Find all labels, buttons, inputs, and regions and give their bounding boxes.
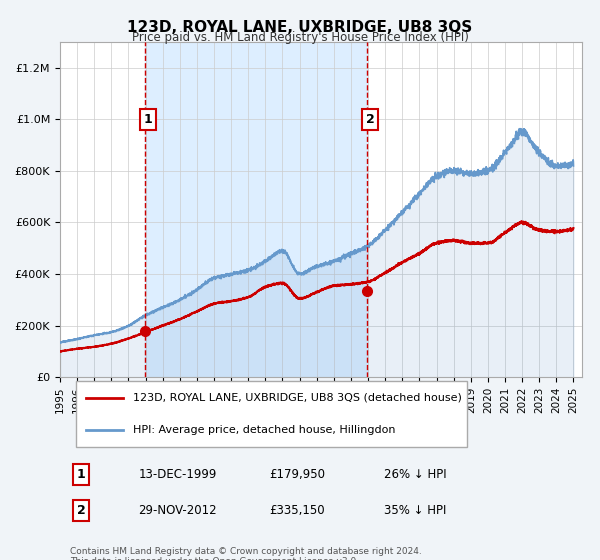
Text: 1: 1	[144, 113, 152, 126]
Text: 35% ↓ HPI: 35% ↓ HPI	[383, 504, 446, 517]
Text: 123D, ROYAL LANE, UXBRIDGE, UB8 3QS: 123D, ROYAL LANE, UXBRIDGE, UB8 3QS	[127, 20, 473, 35]
Text: 123D, ROYAL LANE, UXBRIDGE, UB8 3QS (detached house): 123D, ROYAL LANE, UXBRIDGE, UB8 3QS (det…	[133, 393, 462, 403]
Text: 1: 1	[77, 468, 85, 481]
Text: £335,150: £335,150	[269, 504, 325, 517]
Text: 29-NOV-2012: 29-NOV-2012	[139, 504, 217, 517]
FancyBboxPatch shape	[76, 381, 467, 447]
Text: 2: 2	[77, 504, 85, 517]
Text: HPI: Average price, detached house, Hillingdon: HPI: Average price, detached house, Hill…	[133, 425, 395, 435]
Text: 26% ↓ HPI: 26% ↓ HPI	[383, 468, 446, 481]
Text: 2: 2	[365, 113, 374, 126]
Text: 13-DEC-1999: 13-DEC-1999	[139, 468, 217, 481]
Text: Contains HM Land Registry data © Crown copyright and database right 2024.
This d: Contains HM Land Registry data © Crown c…	[70, 547, 422, 560]
Text: Price paid vs. HM Land Registry's House Price Index (HPI): Price paid vs. HM Land Registry's House …	[131, 31, 469, 44]
Text: £179,950: £179,950	[269, 468, 325, 481]
Bar	[145, 42, 367, 377]
